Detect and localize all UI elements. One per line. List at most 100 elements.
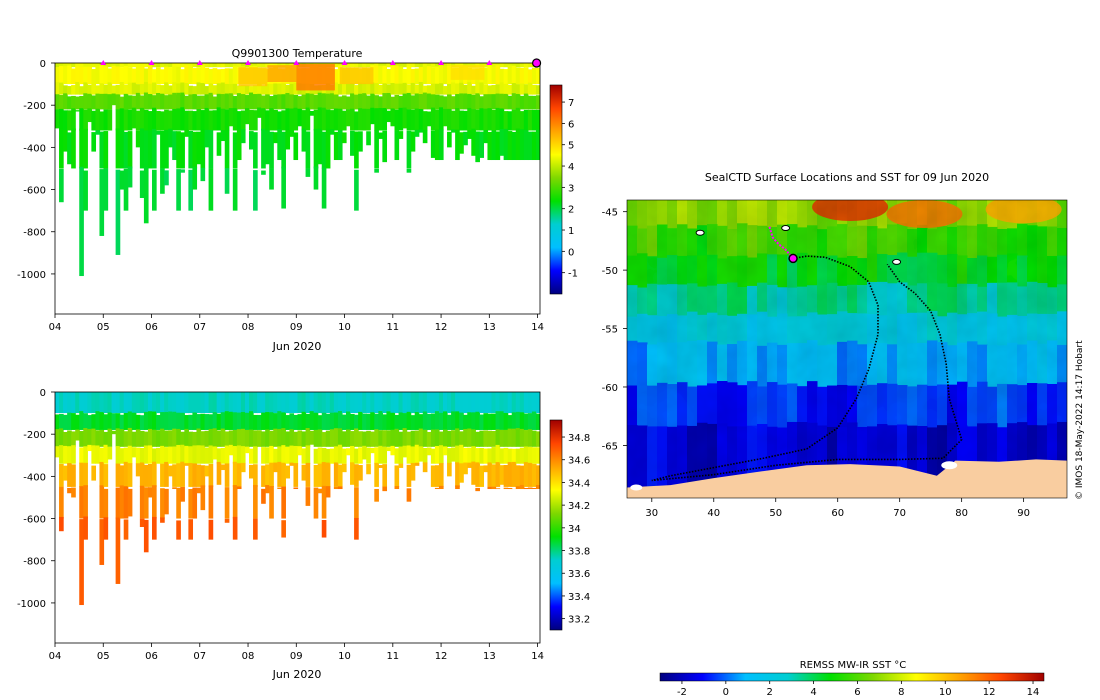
heat-cell: [414, 129, 420, 137]
heat-cell: [253, 414, 258, 430]
heat-cell: [63, 445, 68, 464]
heat-cell: [115, 428, 121, 447]
heat-cell: [216, 107, 222, 131]
heat-cell: [265, 412, 270, 430]
heat-cell: [503, 464, 509, 487]
heat-cell: [236, 111, 242, 131]
heat-cell: [87, 66, 92, 85]
heat-cell: [341, 414, 347, 430]
sst-cell: [917, 283, 928, 323]
heat-cell: [244, 412, 250, 430]
heat-cell: [341, 82, 347, 95]
heat-cell: [196, 109, 202, 131]
sst-cell: [1007, 282, 1018, 323]
heat-cell: [180, 92, 185, 110]
heat-cell: [127, 463, 133, 487]
heat-cell: [119, 392, 125, 414]
heat-cell: [430, 67, 436, 85]
sst-cell: [757, 282, 768, 323]
heat-cell: [491, 66, 497, 85]
heat-cell: [111, 85, 117, 95]
heat-cell: [63, 110, 68, 131]
heat-cell: [515, 93, 521, 110]
heat-cell: [422, 448, 428, 464]
heat-cell: [438, 445, 444, 464]
heat-cell: [321, 167, 327, 209]
sst-cell: [1007, 384, 1018, 434]
heat-cell: [337, 108, 343, 131]
sst-cell: [667, 284, 678, 323]
heat-cell: [471, 429, 476, 447]
heat-cell: [499, 129, 505, 156]
heat-cell: [321, 485, 327, 519]
heat-cell: [354, 131, 359, 169]
heat-cell: [346, 392, 351, 414]
heat-cell: [325, 462, 331, 487]
heat-cell: [192, 63, 198, 68]
heat-cell: [216, 461, 222, 485]
sst-cell: [827, 282, 838, 323]
heat-cell: [212, 428, 218, 447]
heat-cell: [204, 86, 210, 95]
heat-cell: [443, 96, 448, 110]
sst-cell: [1027, 281, 1038, 323]
heat-cell: [103, 109, 109, 131]
sst-cell: [667, 228, 678, 265]
sst-cell: [807, 422, 818, 498]
heat-cell: [224, 431, 230, 447]
heat-cell: [406, 392, 412, 414]
heat-cell: [519, 465, 525, 487]
y-tick-label: -1000: [17, 270, 46, 281]
heat-cell: [535, 129, 540, 161]
heat-cell: [463, 414, 468, 430]
heat-cell: [479, 131, 485, 158]
x-tick-label: 11: [386, 651, 399, 662]
sst-cell: [727, 228, 738, 265]
heat-cell: [143, 519, 149, 553]
heat-cell: [325, 392, 331, 414]
heat-cell: [176, 392, 181, 414]
heat-cell: [370, 107, 375, 125]
heat-cell: [475, 431, 480, 447]
heat-cell: [79, 519, 84, 606]
heat-cell: [103, 84, 109, 95]
heat-cell: [285, 446, 291, 464]
heat-cell: [192, 431, 198, 447]
colorbar-tick-label: 7: [568, 98, 574, 109]
heat-cell: [180, 461, 185, 487]
heat-cell: [253, 430, 258, 447]
heat-cell: [184, 428, 189, 447]
latest-position-marker: [788, 253, 798, 264]
heat-cell: [281, 166, 286, 209]
heat-cell: [200, 413, 206, 430]
sst-cell: [847, 226, 858, 265]
heat-cell: [289, 83, 295, 95]
heat-cell: [71, 63, 76, 68]
heat-cell: [228, 392, 234, 414]
heat-cell: [317, 128, 323, 165]
heat-cell: [430, 413, 436, 430]
heat-cell: [75, 429, 80, 441]
heat-cell: [204, 414, 210, 430]
heat-cell: [188, 85, 194, 95]
heat-cell: [75, 414, 80, 430]
heat-cell: [317, 415, 323, 430]
heat-cell: [426, 413, 432, 430]
heat-cell: [535, 85, 540, 95]
heat-cell: [503, 128, 509, 161]
heat-cell: [459, 110, 464, 131]
heat-cell: [236, 486, 242, 490]
heat-cell: [115, 392, 121, 414]
heat-cell: [507, 415, 513, 430]
heat-cell: [228, 68, 234, 85]
heat-cell: [495, 63, 501, 68]
heat-cell: [483, 63, 489, 68]
heat-cell: [152, 107, 157, 131]
heat-cell: [463, 392, 468, 414]
temperature-profile-markers: [100, 58, 542, 68]
heat-cell: [495, 411, 501, 430]
heat-cell: [333, 392, 339, 414]
heat-cell: [281, 131, 286, 169]
heat-cell: [447, 131, 452, 148]
heat-cell: [374, 168, 379, 173]
